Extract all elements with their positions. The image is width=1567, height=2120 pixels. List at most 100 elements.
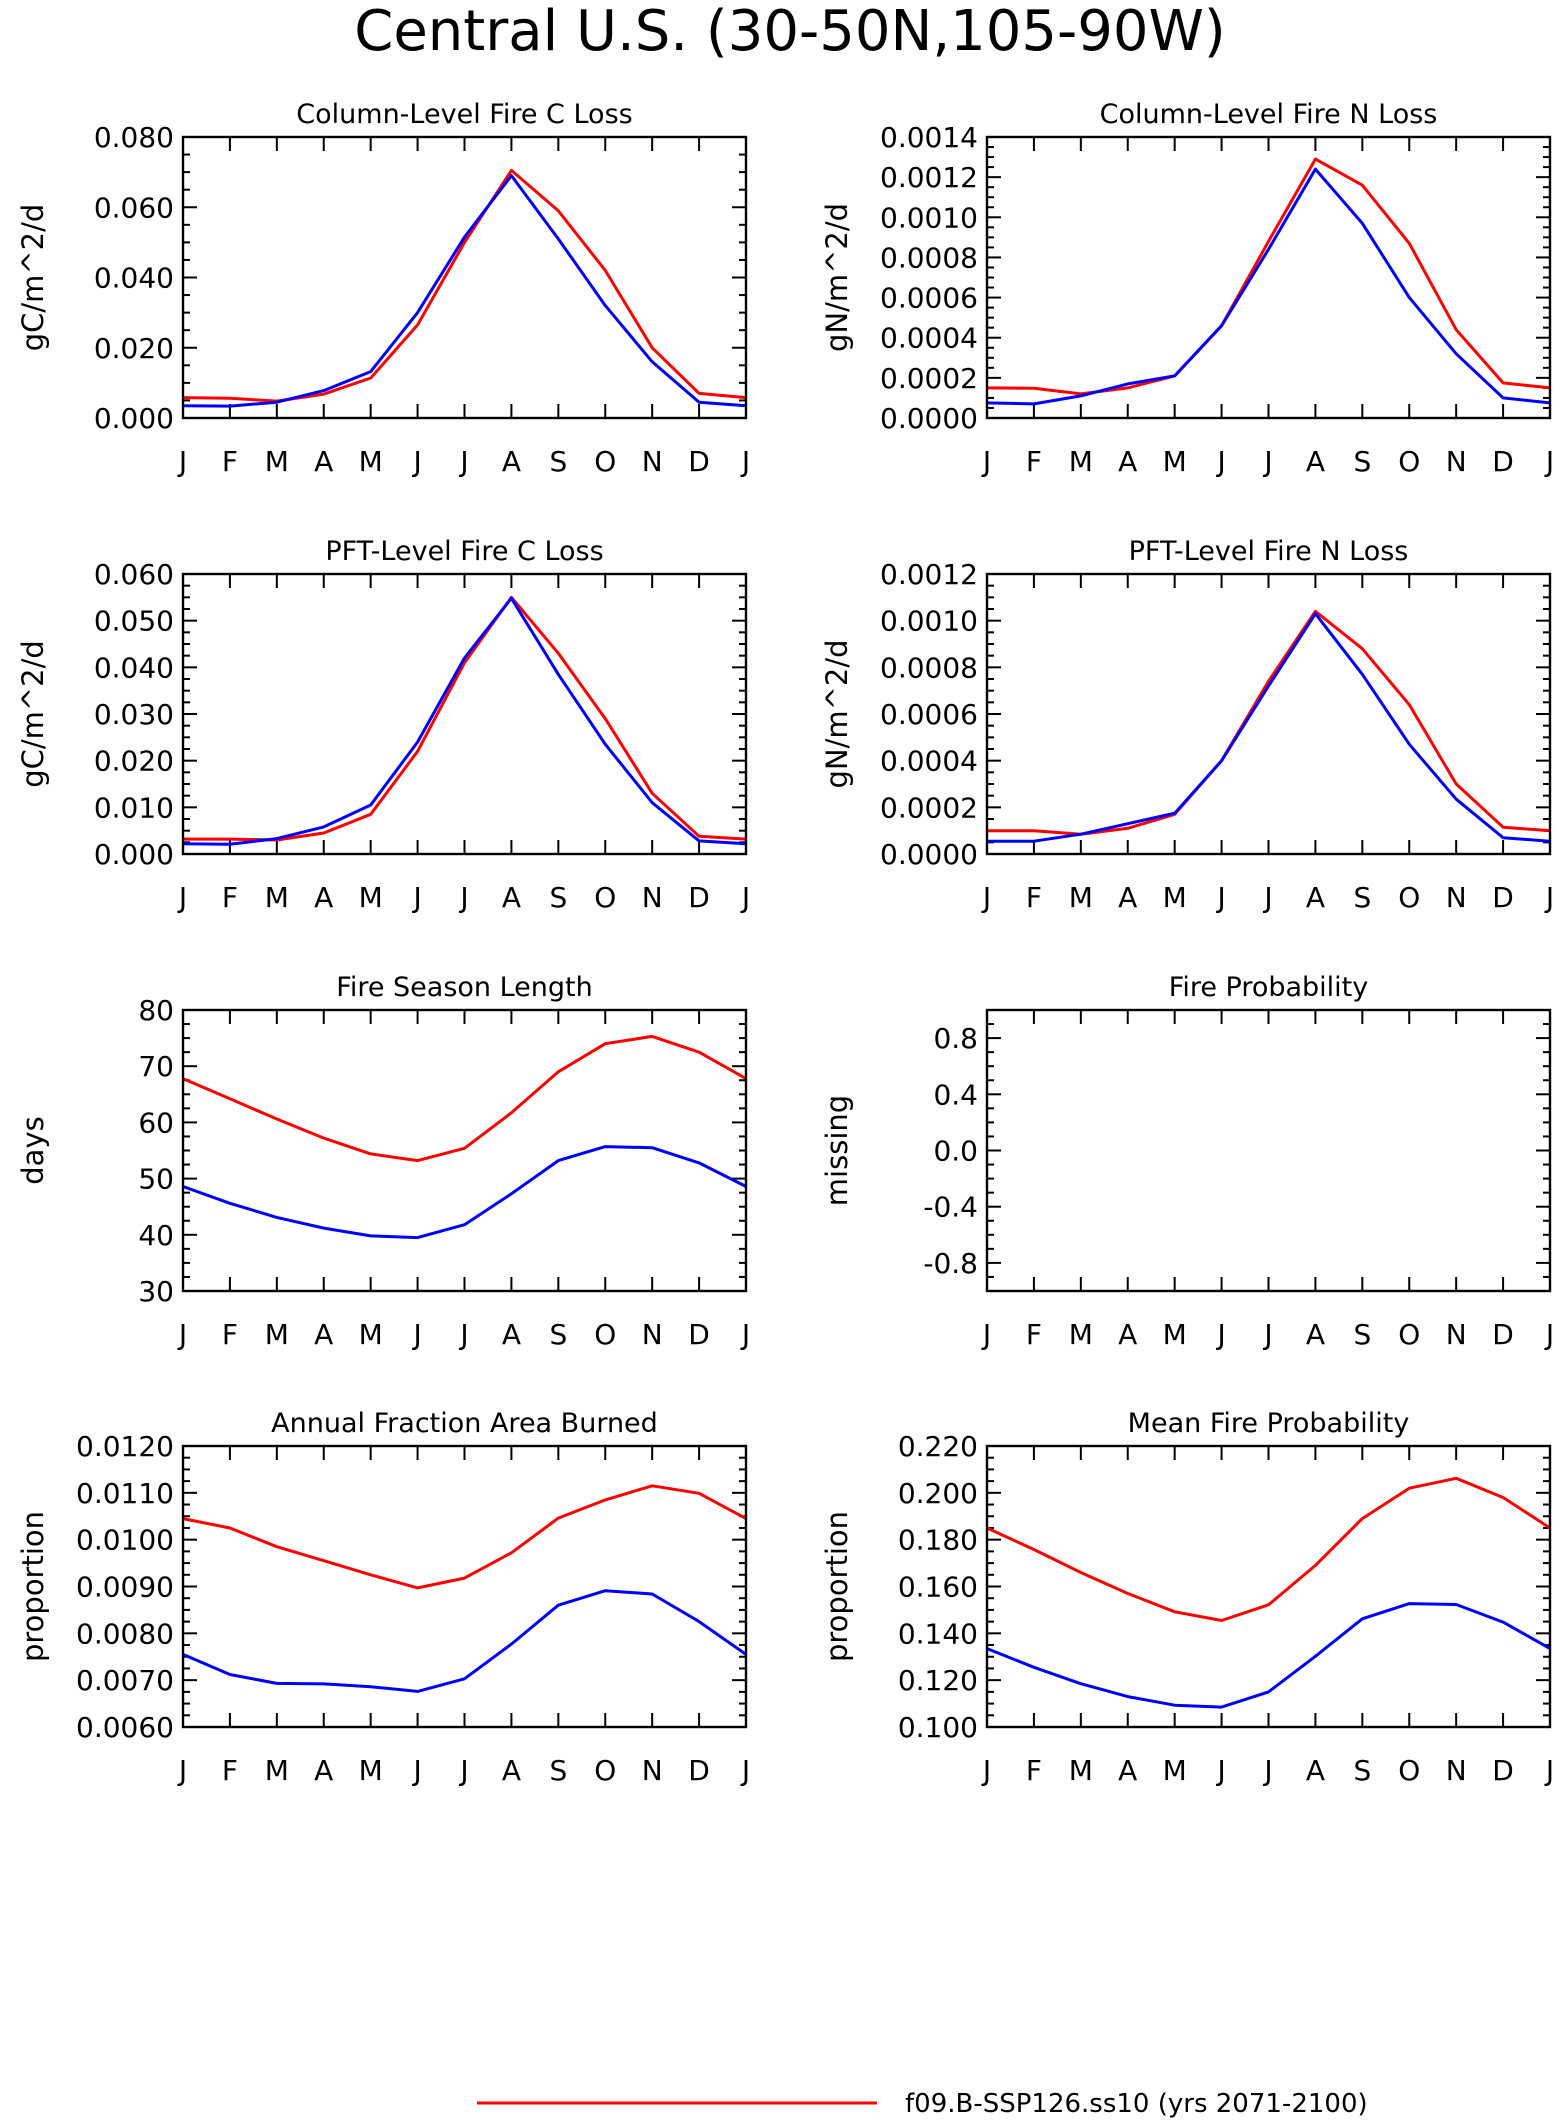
series-line-red <box>182 1034 747 1163</box>
x-tick-label: A <box>1306 445 1325 478</box>
x-tick-label: A <box>314 1754 333 1787</box>
x-tick-label: M <box>265 881 289 914</box>
y-tick-label: 0.040 <box>94 262 174 295</box>
x-tick-label: A <box>1118 1318 1137 1351</box>
x-tick-label: M <box>1163 1754 1187 1787</box>
y-tick-label: 0.0080 <box>76 1617 174 1650</box>
x-tick-label: F <box>1026 881 1042 914</box>
x-tick-label: M <box>1069 1754 1093 1787</box>
x-tick-label: A <box>502 881 521 914</box>
y-tick-label: 0.0012 <box>880 558 978 591</box>
y-tick-label: 0.0000 <box>880 402 978 435</box>
x-tick-label: J <box>411 445 421 478</box>
x-tick-label: S <box>1353 445 1371 478</box>
y-tick-label: 0.080 <box>94 121 174 154</box>
x-tick-label: F <box>222 1754 238 1787</box>
y-tick-label: 0.0002 <box>880 791 978 824</box>
x-tick-label: J <box>1215 1754 1225 1787</box>
series-line-blue <box>986 1602 1551 1709</box>
x-tick-label: O <box>594 1754 616 1787</box>
x-tick-label: J <box>458 881 468 914</box>
x-tick-label: F <box>1026 445 1042 478</box>
x-tick-label: D <box>1492 1318 1514 1351</box>
figure-title: Central U.S. (30-50N,105-90W) <box>354 0 1225 64</box>
y-tick-label: 0.160 <box>898 1571 978 1604</box>
x-tick-label: D <box>1492 881 1514 914</box>
x-tick-label: J <box>1544 1318 1554 1351</box>
x-tick-label: J <box>1544 1754 1554 1787</box>
y-tick-label: 0.200 <box>898 1477 978 1510</box>
y-tick-label: 0.220 <box>898 1430 978 1463</box>
x-tick-label: O <box>594 881 616 914</box>
y-tick-label: 40 <box>138 1219 174 1252</box>
y-tick-label: 80 <box>138 994 174 1027</box>
series-line-blue <box>182 596 747 846</box>
x-tick-label: J <box>177 445 187 478</box>
x-tick-label: N <box>642 1754 663 1787</box>
x-tick-label: O <box>1398 445 1420 478</box>
y-tick-label: 0.060 <box>94 191 174 224</box>
x-tick-label: J <box>177 1318 187 1351</box>
y-tick-label: 0.0004 <box>880 322 978 355</box>
legend-label-red: f09.B-SSP126.ss10 (yrs 2071-2100) <box>905 2089 1368 2119</box>
x-tick-label: F <box>222 881 238 914</box>
y-tick-label: 0.0006 <box>880 698 978 731</box>
x-tick-label: J <box>740 445 750 478</box>
y-tick-label: 0.020 <box>94 745 174 778</box>
y-tick-label: 0.0006 <box>880 282 978 315</box>
x-tick-label: N <box>1446 1318 1467 1351</box>
panel-title: PFT-Level Fire C Loss <box>325 536 603 567</box>
y-tick-label: 0.0008 <box>880 651 978 684</box>
x-tick-label: M <box>359 1318 383 1351</box>
x-tick-label: O <box>594 1318 616 1351</box>
x-tick-label: J <box>177 881 187 914</box>
x-tick-label: J <box>1544 445 1554 478</box>
series-line-blue <box>182 1145 747 1240</box>
y-tick-label: -0.8 <box>923 1247 978 1280</box>
x-tick-label: O <box>1398 881 1420 914</box>
x-tick-label: J <box>981 1318 991 1351</box>
x-tick-label: M <box>265 1754 289 1787</box>
x-tick-label: A <box>1306 1318 1325 1351</box>
x-tick-label: O <box>1398 1318 1420 1351</box>
series-line-red <box>986 1476 1551 1622</box>
x-tick-label: N <box>1446 445 1467 478</box>
plot-frame <box>985 1008 1552 1293</box>
x-tick-label: J <box>1262 881 1272 914</box>
x-tick-label: J <box>411 1754 421 1787</box>
y-tick-label: 0.180 <box>898 1524 978 1557</box>
series-line-blue <box>182 174 747 408</box>
x-tick-label: A <box>314 1318 333 1351</box>
y-tick-label: 30 <box>138 1275 174 1308</box>
chart-panels: Column-Level Fire C Loss gC/m^2/d 0.000 0.0… <box>16 99 1554 1787</box>
y-axis-label: gN/m^2/d <box>820 203 854 352</box>
x-tick-label: S <box>549 445 567 478</box>
plot-frame <box>181 1444 748 1729</box>
x-tick-label: M <box>265 445 289 478</box>
y-axis-label: missing <box>820 1095 854 1206</box>
y-tick-label: 0.0002 <box>880 362 978 395</box>
x-tick-label: J <box>1215 881 1225 914</box>
y-axis-label: proportion <box>820 1511 854 1662</box>
x-tick-label: S <box>549 1318 567 1351</box>
y-tick-label: 0.0014 <box>880 121 978 154</box>
x-tick-label: A <box>314 881 333 914</box>
x-tick-label: J <box>458 1318 468 1351</box>
series-line-red <box>182 168 747 403</box>
x-tick-label: J <box>981 1754 991 1787</box>
x-tick-label: N <box>1446 881 1467 914</box>
y-tick-label: 0.0004 <box>880 745 978 778</box>
y-tick-label: 0.0010 <box>880 605 978 638</box>
panel-title: Column-Level Fire C Loss <box>296 99 632 130</box>
chart-panel-8: Mean Fire Probability proportion 0.100 0.12… <box>820 1408 1554 1787</box>
panel-title: PFT-Level Fire N Loss <box>1129 536 1409 567</box>
series-line-red <box>986 157 1551 396</box>
series-line-red <box>182 1484 747 1590</box>
y-tick-label: 0.0090 <box>76 1571 174 1604</box>
x-tick-label: N <box>1446 1754 1467 1787</box>
panel-title: Column-Level Fire N Loss <box>1100 99 1438 130</box>
chart-panel-7: Annual Fraction Area Burned proportion 0.0… <box>16 1408 750 1787</box>
x-tick-label: S <box>549 881 567 914</box>
x-tick-label: A <box>502 1754 521 1787</box>
y-tick-label: 0.0100 <box>76 1524 174 1557</box>
